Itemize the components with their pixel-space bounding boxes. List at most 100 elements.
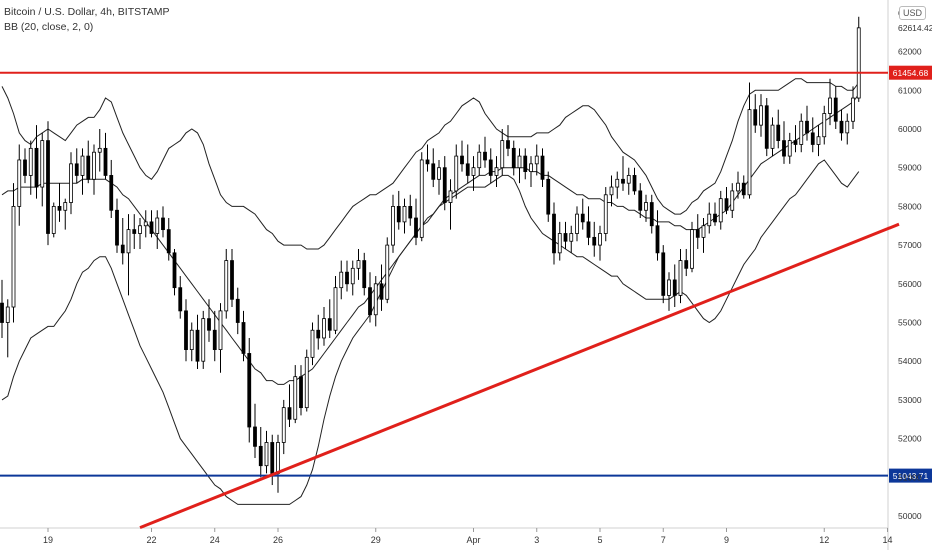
- candle: [74, 148, 79, 184]
- candle: [730, 183, 735, 219]
- bear-candle-body: [805, 120, 809, 134]
- ascending-trendline[interactable]: [139, 222, 900, 530]
- candle: [747, 82, 752, 199]
- candle: [851, 86, 855, 129]
- candle: [557, 221, 562, 261]
- candle: [690, 221, 694, 273]
- candle: [143, 210, 148, 238]
- bull-candle-body: [63, 202, 68, 211]
- candle: [661, 245, 666, 304]
- candle: [793, 125, 798, 153]
- bull-candle-body: [138, 225, 142, 234]
- bull-candle-body: [80, 155, 85, 176]
- bear-candle-body: [414, 217, 418, 238]
- candle: [207, 299, 211, 342]
- time-tick-label: 22: [146, 535, 156, 545]
- candle: [28, 140, 33, 195]
- candle: [316, 314, 321, 350]
- candle: [11, 183, 16, 323]
- candle: [534, 144, 539, 176]
- candle: [483, 136, 487, 168]
- candle: [787, 132, 792, 164]
- bull-candle-body: [40, 140, 45, 188]
- candle: [362, 252, 367, 296]
- candle: [626, 167, 631, 195]
- candle: [592, 221, 597, 257]
- bear-candle-body: [782, 140, 786, 157]
- candle: [86, 140, 91, 184]
- candle: [368, 272, 372, 323]
- bear-candle-body: [235, 298, 240, 323]
- ascending-trendline-group[interactable]: [139, 222, 900, 530]
- candle: [799, 113, 804, 153]
- candle: [241, 310, 246, 362]
- bull-candle-body: [678, 260, 683, 296]
- bull-candle-body: [17, 159, 22, 207]
- bear-candle-body: [368, 287, 372, 316]
- candle: [431, 148, 436, 188]
- horizontal-levels[interactable]: 61454.68 51043.71: [0, 65, 932, 483]
- bull-candle-body: [718, 198, 723, 223]
- bull-candle-body: [189, 329, 194, 350]
- candle: [667, 272, 671, 311]
- time-tick-label: 5: [597, 535, 602, 545]
- chart-grid: [0, 0, 889, 550]
- candle: [224, 248, 229, 319]
- candle: [586, 206, 591, 246]
- price-tick-label: 51000: [898, 472, 922, 482]
- candle: [678, 248, 683, 304]
- bear-candle-body: [431, 163, 436, 180]
- bull-candle-body: [845, 120, 850, 134]
- candle: [425, 144, 430, 172]
- candle: [120, 218, 125, 265]
- bull-candle-body: [529, 163, 533, 172]
- bull-candle-body: [281, 407, 286, 443]
- candle: [580, 198, 585, 230]
- candle: [816, 125, 821, 157]
- bull-candle-body: [402, 205, 407, 223]
- candle: [805, 105, 809, 141]
- price-axis[interactable]: 50000 51000 52000 53000 54000 55000 56000 57000…: [898, 8, 932, 521]
- candle: [672, 264, 677, 308]
- bear-candle-body: [345, 271, 349, 285]
- bear-candle-body: [270, 442, 275, 474]
- candle: [339, 260, 344, 300]
- bull-candle-body: [575, 213, 579, 234]
- price-tick-label: 53000: [898, 395, 922, 405]
- candle: [632, 167, 637, 195]
- candle: [184, 299, 188, 362]
- bear-candle-body: [132, 229, 137, 234]
- bear-candle-body: [241, 322, 246, 354]
- price-tick-label: 58000: [898, 201, 922, 211]
- bull-candle-body: [494, 167, 499, 176]
- bear-candle-body: [724, 198, 729, 211]
- bear-candle-body: [661, 252, 666, 296]
- candle: [276, 434, 280, 493]
- candle: [46, 121, 50, 246]
- support-price-label: 51043.71: [893, 471, 929, 481]
- time-tick-label: 26: [273, 535, 283, 545]
- time-axis[interactable]: 19 22 24 26 29 Apr 3 5 7 9 12 14: [43, 528, 893, 545]
- candle: [40, 132, 45, 207]
- resistance-price-label: 61454.68: [893, 68, 929, 78]
- bear-candle-body: [299, 376, 303, 409]
- currency-badge[interactable]: USD: [898, 6, 926, 20]
- candle: [281, 399, 286, 455]
- bull-candle-body: [454, 155, 459, 192]
- bull-candle-body: [828, 97, 832, 114]
- bear-candle-body: [86, 155, 91, 180]
- bull-candle-body: [534, 155, 539, 165]
- candle: [396, 190, 401, 230]
- bull-candle-body: [126, 229, 131, 254]
- bear-candle-body: [638, 190, 643, 211]
- bb-lower-line: [1, 159, 860, 505]
- bear-candle-body: [120, 244, 125, 254]
- bear-candle-body: [212, 329, 217, 350]
- candle: [442, 156, 447, 211]
- candle: [460, 140, 464, 172]
- candle: [603, 187, 608, 242]
- candle: [126, 214, 131, 296]
- bear-candle-body: [57, 205, 62, 211]
- bb-basis-line: [1, 93, 860, 385]
